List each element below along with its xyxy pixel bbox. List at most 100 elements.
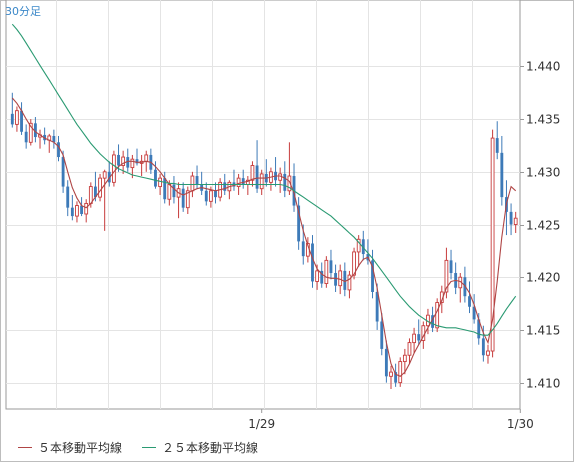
- ma5-swatch: [18, 447, 32, 448]
- candle-down: [223, 182, 227, 191]
- candle-up: [250, 165, 255, 181]
- candle-down: [371, 260, 374, 292]
- candle-up: [130, 158, 135, 169]
- candle-up: [28, 122, 33, 143]
- candle-up: [75, 205, 79, 217]
- candle-down: [66, 186, 70, 208]
- legend: ５本移動平均線 ２５本移動平均線: [18, 439, 258, 456]
- candle-up: [338, 270, 343, 287]
- candle-up: [352, 251, 356, 276]
- candle-down: [195, 176, 199, 185]
- candle-up: [402, 354, 407, 363]
- y-tick-label: 1.410: [526, 377, 560, 391]
- ma5-line: [11, 97, 517, 377]
- candle-up: [444, 259, 449, 293]
- legend-item-ma25: ２５本移動平均線: [142, 439, 258, 456]
- y-tick-label: 1.415: [526, 324, 560, 338]
- candle-down: [126, 157, 130, 168]
- candle-down: [33, 123, 37, 138]
- candle-down: [477, 319, 481, 339]
- candle-down: [468, 296, 471, 307]
- candle-down: [283, 173, 287, 191]
- candle-up: [412, 333, 416, 344]
- legend-label-ma25: ２５本移動平均線: [162, 441, 259, 455]
- x-tick-label: 1/30: [507, 417, 534, 431]
- candle-up: [190, 175, 195, 192]
- candle-up: [84, 202, 89, 215]
- candle-up: [185, 190, 190, 209]
- candle-down: [343, 270, 347, 290]
- candle-up: [324, 259, 329, 285]
- candle-up: [259, 173, 264, 190]
- candle-down: [214, 190, 217, 198]
- candle-down: [449, 260, 453, 274]
- candle-down: [181, 188, 185, 208]
- candle-down: [297, 205, 301, 242]
- candle-up: [315, 270, 319, 282]
- y-tick-label: 1.425: [526, 219, 560, 233]
- candle-down: [375, 291, 379, 322]
- candle-up: [144, 154, 149, 162]
- candle-up: [88, 186, 93, 204]
- candle-down: [320, 270, 324, 284]
- candle-up: [486, 350, 490, 356]
- candle-down: [329, 260, 333, 274]
- candle-down: [107, 171, 111, 183]
- candle-up: [209, 190, 213, 202]
- y-tick-label: 1.430: [526, 166, 560, 180]
- candle-up: [398, 361, 403, 384]
- candle-up: [389, 371, 393, 377]
- candle-down: [154, 169, 157, 187]
- y-tick-label: 1.440: [526, 60, 560, 74]
- candle-down: [417, 334, 421, 341]
- candle-down: [61, 157, 65, 187]
- candle-down: [24, 131, 28, 143]
- candle-down: [481, 338, 485, 356]
- x-tick-label: 1/29: [248, 417, 275, 431]
- legend-label-ma5: ５本移動平均線: [38, 441, 123, 455]
- candle-down: [80, 205, 84, 214]
- candle-up: [435, 302, 440, 329]
- candle-down: [301, 241, 305, 257]
- y-tick-label: 1.435: [526, 113, 560, 127]
- candle-down: [117, 154, 120, 166]
- candle-down: [70, 207, 74, 217]
- candle-up: [236, 177, 241, 188]
- candle-down: [431, 315, 434, 328]
- plot-area: [5, 0, 521, 410]
- candle-down: [311, 243, 314, 282]
- candle-up: [278, 173, 283, 181]
- candle-down: [384, 348, 388, 377]
- candle-down: [463, 277, 467, 297]
- candle-down: [472, 306, 476, 320]
- legend-item-ma5: ５本移動平均線: [18, 439, 122, 456]
- candle-down: [255, 165, 259, 189]
- ma25-swatch: [142, 447, 157, 448]
- candle-up: [112, 154, 116, 183]
- y-tick-label: 1.420: [526, 271, 560, 285]
- candle-up: [102, 171, 107, 179]
- candle-up: [356, 238, 361, 253]
- candle-down: [172, 184, 176, 198]
- candle-up: [347, 274, 352, 291]
- candle-up: [98, 177, 102, 198]
- candle-down: [57, 142, 60, 158]
- candle-down: [334, 273, 338, 286]
- candle-down: [20, 110, 23, 132]
- candle-down: [509, 211, 513, 225]
- candle-up: [15, 110, 19, 125]
- candle-down: [52, 135, 56, 143]
- candle-up: [158, 177, 162, 188]
- candle-down: [361, 239, 365, 255]
- candle-down: [94, 186, 97, 198]
- candle-down: [241, 178, 245, 185]
- candle-down: [204, 190, 208, 202]
- candle-down: [495, 138, 499, 153]
- candle-up: [513, 217, 518, 225]
- candle-down: [135, 159, 139, 164]
- candle-up: [407, 342, 412, 356]
- candle-up: [287, 175, 292, 192]
- candle-down: [500, 152, 504, 198]
- candle-down: [380, 321, 384, 349]
